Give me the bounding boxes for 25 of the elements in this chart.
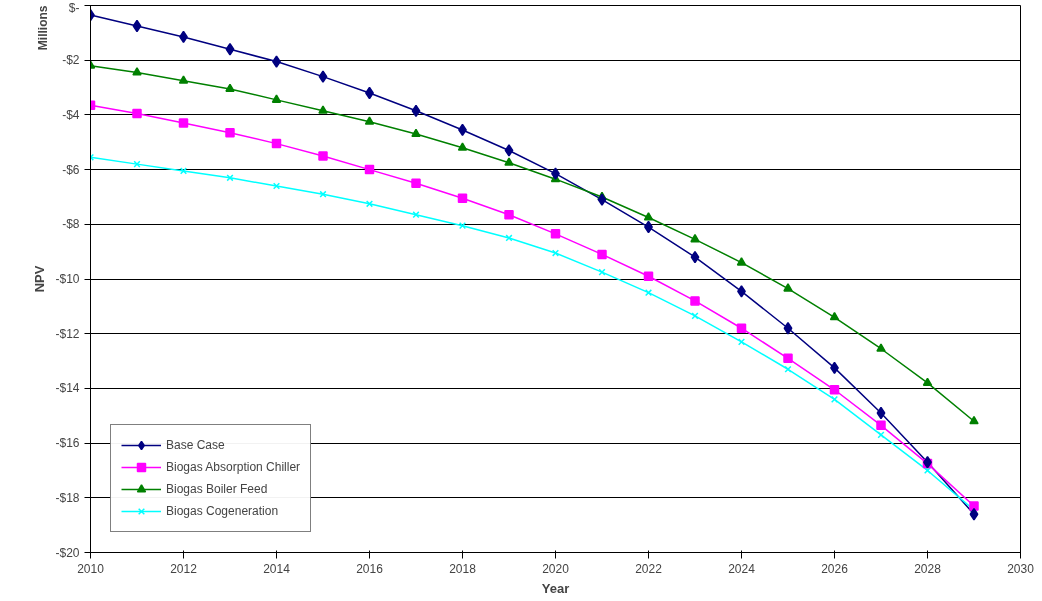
y-tick-label: -$16 [55,436,80,451]
y-tick-label: -$18 [55,490,80,505]
x-tick-label: 2016 [356,561,384,576]
x-axis-title: Year [541,580,570,596]
text: Millions [35,5,50,51]
y-tick-label: -$10 [55,272,80,286]
x-tick-label: 2014 [263,561,291,576]
y-tick-label: -$4 [62,107,80,122]
x-tick-label: 2018 [449,561,477,576]
y-tick-label: -$6 [62,162,80,177]
x-tick-label: 2020 [542,561,570,576]
y-tick-label: -$20 [55,545,80,560]
y-tick-label: -$14 [55,381,80,396]
y-tick-label: -$12 [55,326,80,341]
y-axis-title: NPV [32,265,48,293]
x-tick-label: 2012 [170,561,198,576]
y-tick-label: $- [68,0,80,15]
x-tick-label: 2024 [728,561,756,576]
x-tick-label: 2030 [1007,561,1035,576]
x-tick-label: 2022 [635,561,663,576]
y-tick-label: -$8 [62,217,80,232]
y-tick-label: -$2 [62,53,80,68]
x-tick-label: 2028 [914,561,942,576]
x-tick-label: 2026 [821,561,849,576]
x-tick-label: 2010 [77,561,105,576]
